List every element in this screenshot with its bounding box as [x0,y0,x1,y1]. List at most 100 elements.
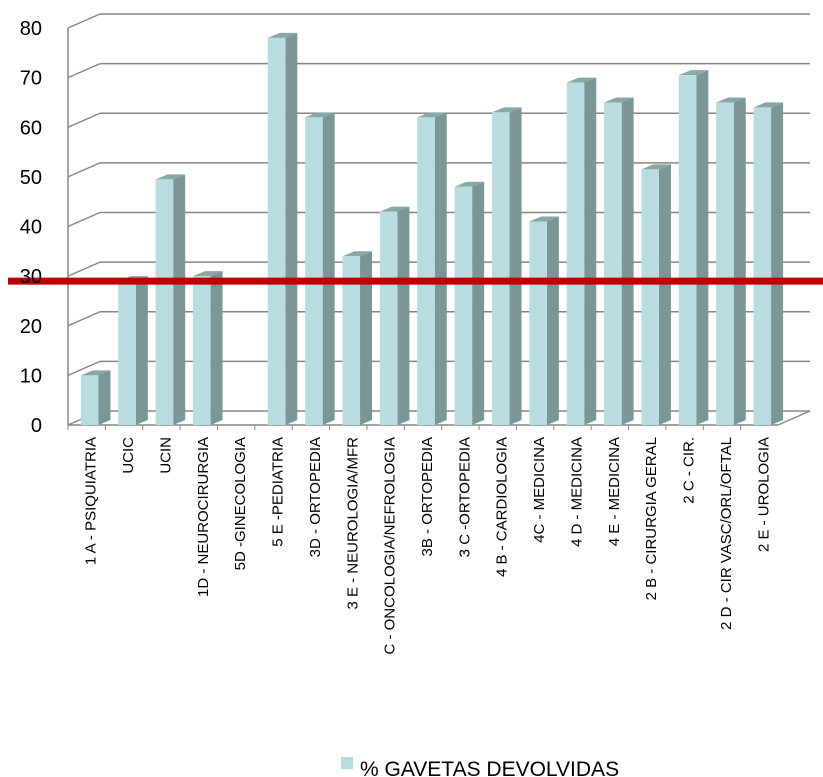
x-tick-label: 2 C - CIR. [681,437,698,504]
bar-front [529,221,547,425]
bar-side [472,181,485,425]
bar-top [566,77,597,83]
bar [716,97,746,425]
bar [193,271,223,425]
x-tick-label: 1 A - PSIQUIATRIA [83,437,100,565]
y-tick-label: 60 [20,117,42,139]
bar-front [417,117,435,425]
y-tick-label: 80 [20,18,42,40]
bar [491,107,522,426]
bar-front [753,107,772,426]
bar [267,32,298,426]
bar [566,77,597,426]
x-tick-label: 4C - MEDICINA [531,437,548,543]
bar-front [80,375,99,425]
bar [417,112,447,425]
bar [80,370,111,425]
floor-edge [777,410,811,426]
bar-front [305,117,323,425]
bar-front [454,186,473,425]
bar-side [210,271,223,425]
bar-side [509,107,522,426]
bar-side [173,174,186,425]
x-tick-label: 3D - ORTOPEDIA [307,437,324,557]
bar-top [491,107,522,113]
bar-side [322,112,335,425]
bar-front [155,179,174,425]
bar-side [733,97,746,425]
legend-swatch [341,757,353,769]
bar-front [379,211,398,425]
bar-front [566,82,585,426]
bar-top [155,174,186,180]
bar-side [584,77,597,426]
legend: % GAVETAS DEVOLVIDAS [341,757,619,777]
gridline-diagonal [67,360,101,377]
x-tick-label: 2 E - UROLOGIA [755,437,772,552]
y-tick-label: 30 [20,266,42,288]
bar-front [641,169,659,425]
x-tick-label: 2 D - CIR VASC/ORL/OFTAL [718,437,735,630]
bar-side [397,206,410,425]
y-tick-label: 70 [20,68,42,90]
bar-side [98,370,111,425]
x-tick-label: 1D - NEUROCIRURGIA [195,437,212,597]
bar [529,216,559,425]
bar-top [454,181,485,187]
y-tick-label: 0 [31,415,42,437]
bar-top [267,32,298,38]
y-tick-label: 50 [20,167,42,189]
x-tick-label: UCIN [157,437,174,474]
bar [454,181,485,425]
bar-side [434,112,447,425]
bar-side [621,97,634,425]
bar [678,70,709,426]
gridline-diagonal [67,162,101,178]
bar-front [678,75,697,426]
x-tick-label: 4 D - MEDICINA [568,437,585,547]
x-tick-label: 3 C -ORTOPEDIA [456,437,473,557]
legend-label: % GAVETAS DEVOLVIDAS [360,758,619,777]
bar-top [417,112,447,118]
x-tick-label: 4 E - MEDICINA [606,437,623,546]
bar-front [267,37,286,426]
bar-top [529,216,559,222]
bar-front [193,276,211,425]
bar-front [716,102,734,425]
gridline-diagonal [67,62,101,79]
bar-layer [80,32,784,426]
y-tick-label: 20 [20,316,42,338]
y-axis: 0 10 20 30 40 50 60 70 80 [20,18,42,437]
x-tick-label: C - ONCOLOGIA/NEFROLOGIA [382,437,399,655]
x-axis: 1 A - PSIQUIATRIA UCIC UCIN 1D - NEUROCIRUR… [83,437,773,655]
bar-top [604,97,634,103]
gridline-diagonal [67,311,101,327]
bar [379,206,410,425]
x-tick-label: UCIC [120,437,137,474]
gridline-diagonal [67,112,101,128]
bar-top [193,271,223,277]
gridline-diagonal [67,13,101,29]
bar-side [696,70,709,426]
bar-top [641,164,671,170]
bar-side [658,164,671,425]
bar [305,112,335,425]
gridline-diagonal [67,211,101,228]
bar-top [753,102,784,108]
bar-side [360,251,373,425]
bar-top [379,206,410,212]
bar-top [342,251,373,257]
x-tick-label: 5 E -PEDIATRIA [270,437,287,547]
x-tick-label: 3B - ORTOPEDIA [419,437,436,556]
bar-top [80,370,111,376]
x-tick-label: 4 B - CARDIOLOGIA [494,437,511,577]
bar-front [491,112,510,426]
x-tick-label: 3 E - NEUROLOGIA/MFR [344,437,361,610]
y-tick-label: 40 [20,217,42,239]
bar-front [342,256,361,425]
bar-front [118,281,136,425]
bar-top [716,97,746,103]
y-tick-label: 10 [20,365,42,387]
bar-side [771,102,784,426]
